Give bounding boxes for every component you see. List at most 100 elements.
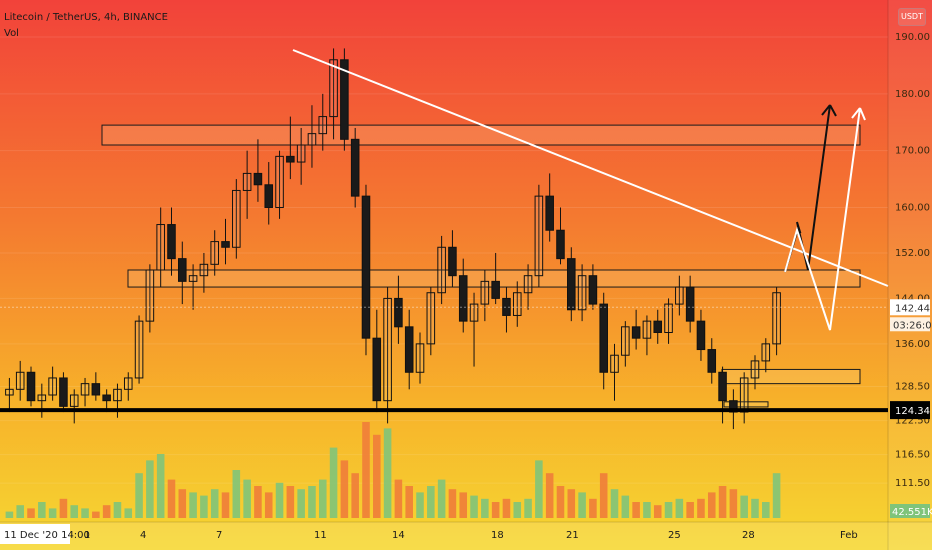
time-tick-label: Feb	[840, 530, 858, 541]
candle-body	[448, 246, 457, 277]
candle-body	[210, 241, 219, 265]
volume-bar	[448, 489, 457, 518]
candle-body	[739, 377, 749, 413]
candle-body	[232, 189, 241, 248]
volume-bar	[653, 505, 662, 518]
candle-body	[534, 195, 544, 277]
candle-body	[512, 292, 522, 316]
volume-bar	[340, 460, 349, 518]
volume-bar	[740, 495, 748, 518]
volume-bar	[297, 489, 305, 518]
candle-body	[37, 394, 47, 402]
volume-bar	[308, 486, 316, 518]
candle-body	[480, 280, 490, 305]
candle-body	[502, 297, 511, 316]
candle-body	[577, 275, 587, 311]
candle-body	[653, 320, 663, 333]
candle-body	[221, 241, 230, 248]
candle-body	[318, 116, 328, 135]
volume-bar	[686, 502, 694, 518]
candle-body	[188, 275, 198, 282]
volume-badge	[890, 504, 930, 518]
price-tick-label: 190.00	[895, 32, 930, 43]
volume-bar	[48, 508, 57, 518]
volume-bar	[772, 473, 781, 518]
volume-bar	[491, 502, 500, 518]
symbol-title: Litecoin / TetherUS, 4h, BINANCE	[4, 12, 168, 23]
volume-bar	[556, 486, 565, 518]
candle-body	[772, 292, 781, 345]
candle-body	[372, 337, 382, 402]
price-tick-label: 160.00	[895, 203, 930, 214]
projection-white-arrowhead	[851, 107, 866, 121]
support-badge-label: 124.34	[895, 406, 930, 417]
volume-bar	[362, 422, 370, 518]
volume-bar	[524, 498, 532, 518]
candle-body	[264, 184, 274, 208]
volume-bar	[437, 479, 446, 518]
currency-button[interactable]: USDT	[898, 8, 926, 26]
candle-body	[178, 258, 187, 282]
price-zone	[723, 401, 769, 408]
candle-body	[685, 286, 695, 322]
volume-bar	[167, 479, 176, 518]
countdown-badge	[890, 317, 930, 332]
time-tick-label: 4	[140, 530, 146, 541]
price-tick-label: 128.50	[895, 381, 930, 392]
candle-body	[253, 172, 263, 186]
volume-bar	[254, 486, 262, 518]
time-tick-label: 14	[392, 530, 405, 541]
support-badge	[890, 401, 930, 420]
candle-body	[394, 297, 403, 328]
volume-bar	[373, 434, 381, 518]
candle-body	[275, 155, 284, 208]
candle-body	[340, 59, 349, 140]
volume-bar	[189, 492, 197, 518]
candle-body	[48, 377, 57, 396]
volume-bar	[632, 502, 640, 518]
time-tick-label: 18	[491, 530, 504, 541]
time-tick-label: 25	[668, 530, 681, 541]
volume-bar	[545, 473, 554, 518]
candle-body	[610, 354, 619, 373]
volume-bar	[513, 502, 522, 518]
volume-bar	[578, 492, 586, 518]
volume-bar	[318, 479, 327, 518]
volume-bar	[221, 492, 230, 518]
candle-body	[437, 246, 446, 294]
price-zone	[101, 124, 861, 146]
price-tick-label: 136.00	[895, 339, 930, 350]
price-tick-label: 122.50	[895, 416, 930, 427]
time-tick-label: 21	[566, 530, 579, 541]
volume-bar	[697, 498, 705, 518]
candle-body	[675, 286, 684, 305]
volume-bar	[675, 498, 684, 518]
volume-bar	[502, 498, 511, 518]
volume-bar	[5, 511, 14, 518]
volume-bar	[200, 495, 208, 518]
time-axis: 11 Dec '20 14:001 4 7 11 14 18 21 25 28 Feb	[0, 521, 932, 550]
volume-bar	[124, 508, 133, 518]
volume-bar	[38, 502, 46, 518]
candle-body	[199, 263, 209, 277]
candle-body	[567, 258, 576, 311]
candle-body	[329, 59, 338, 118]
volume-bar	[286, 486, 295, 518]
candle-body	[383, 297, 392, 402]
volume-bar	[156, 454, 165, 518]
candle-body	[80, 383, 90, 396]
trend-lines	[0, 49, 889, 413]
last-price-badge	[890, 299, 930, 316]
candle-body	[242, 172, 252, 191]
candle-body	[599, 303, 608, 373]
candle-body	[523, 275, 533, 294]
volume-bar	[459, 492, 468, 518]
candle-body	[761, 343, 771, 362]
price-tick-label: 170.00	[895, 146, 930, 157]
projection-black-arrowhead	[821, 104, 837, 117]
candle-body	[458, 275, 468, 322]
volume-bar	[16, 505, 24, 518]
zones	[101, 124, 861, 408]
